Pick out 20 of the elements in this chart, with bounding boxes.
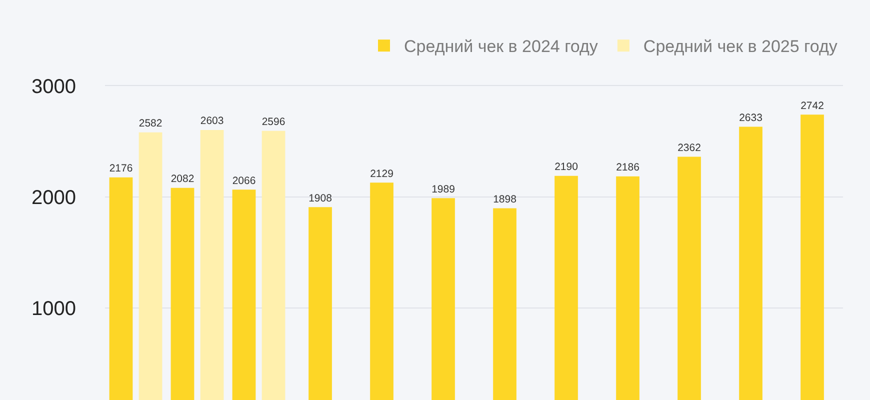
data-label: 2190 <box>554 162 578 174</box>
data-label: 2186 <box>616 162 640 174</box>
data-label: 1989 <box>432 184 456 196</box>
data-label: 2742 <box>800 100 824 112</box>
y-tick-label: 1000 <box>32 298 76 320</box>
data-label: 2082 <box>170 174 194 185</box>
data-label: 2362 <box>678 142 702 154</box>
data-label: 2582 <box>138 118 162 130</box>
data-label: 1908 <box>308 193 332 204</box>
data-label: 2633 <box>739 112 763 124</box>
data-label: 2603 <box>200 116 224 128</box>
legend-label: Средний чек в 2024 году <box>404 37 598 56</box>
data-label: 2176 <box>109 164 133 175</box>
data-label: 2066 <box>232 176 256 187</box>
y-tick-label: 3000 <box>32 76 76 98</box>
data-label: 2129 <box>370 168 394 180</box>
legend-label: Средний чек в 2025 году <box>643 37 838 56</box>
data-label: 1898 <box>493 194 517 206</box>
data-label: 2596 <box>262 116 286 128</box>
y-tick-label: 2000 <box>32 186 76 209</box>
